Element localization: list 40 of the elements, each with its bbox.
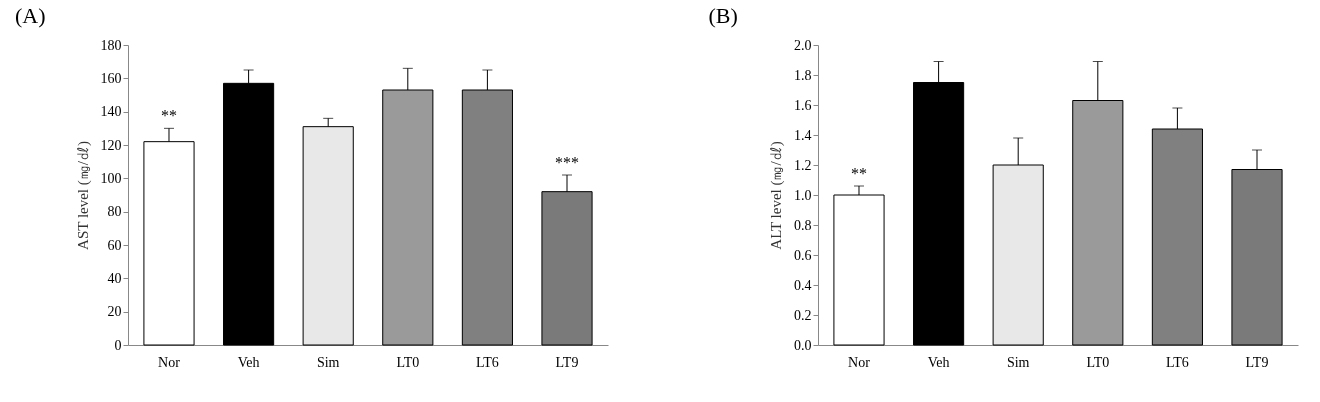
y-axis-title: ALT level (㎎/㎗)	[768, 141, 785, 250]
x-tick-label: LT6	[1165, 354, 1189, 370]
annotation: ***	[555, 154, 580, 171]
y-tick-label: 0.8	[794, 217, 812, 233]
y-tick-label: 80	[107, 204, 122, 220]
y-tick-label: 160	[100, 70, 122, 86]
y-tick-label: 120	[100, 137, 122, 153]
x-tick-label: LT6	[475, 354, 499, 370]
annotation: **	[850, 165, 867, 182]
y-tick-label: 1.2	[794, 157, 812, 173]
x-tick-label: Nor	[158, 354, 181, 370]
y-tick-label: 0.6	[794, 247, 812, 263]
x-tick-label: Nor	[848, 354, 871, 370]
y-axis-title: AST level (㎎/㎗)	[74, 141, 92, 250]
x-tick-label: Sim	[1006, 354, 1030, 370]
x-tick-label: LT0	[1086, 354, 1110, 370]
y-tick-label: 180	[100, 37, 122, 53]
y-tick-label: 0.0	[794, 337, 812, 353]
y-tick-label: 1.6	[794, 97, 812, 113]
y-tick-label: 0	[114, 337, 122, 353]
x-tick-label: Sim	[316, 354, 340, 370]
y-tick-label: 60	[107, 237, 122, 253]
x-tick-label: LT9	[1245, 354, 1269, 370]
chart-title: (A)	[15, 3, 46, 28]
y-tick-label: 100	[100, 170, 122, 186]
x-tick-label: Veh	[237, 354, 260, 370]
y-tick-label: 0.4	[794, 277, 812, 293]
y-tick-label: 140	[100, 104, 122, 120]
x-tick-label: LT9	[555, 354, 579, 370]
y-tick-label: 0.2	[794, 307, 812, 323]
y-tick-label: 1.4	[794, 127, 812, 143]
y-tick-label: 1.0	[794, 187, 812, 203]
y-tick-label: 1.8	[794, 67, 812, 83]
y-tick-label: 20	[107, 304, 122, 320]
chart-title: (B)	[708, 3, 738, 28]
y-tick-label: 2.0	[794, 37, 812, 53]
y-tick-label: 40	[107, 270, 122, 286]
annotation: **	[161, 107, 177, 125]
x-tick-label: Veh	[927, 354, 950, 370]
x-tick-label: LT0	[396, 354, 420, 370]
